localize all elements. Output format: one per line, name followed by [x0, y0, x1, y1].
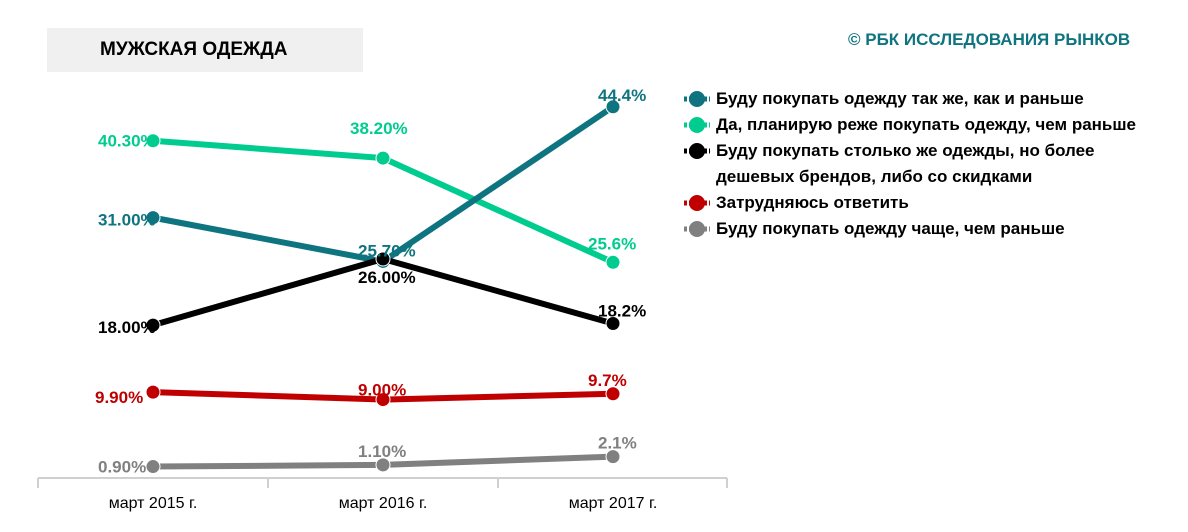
data-point	[145, 317, 161, 333]
data-point	[145, 210, 161, 226]
data-label: 2.1%	[598, 434, 637, 453]
legend-item: Буду покупать столько же одежды, но боле…	[682, 138, 1162, 190]
data-point	[375, 251, 391, 267]
title-box	[47, 28, 363, 72]
legend-marker-icon	[684, 143, 710, 159]
data-label: 25.70%	[358, 241, 416, 260]
legend-marker-icon	[684, 195, 710, 211]
x-tick-label: март 2016 г.	[339, 495, 428, 512]
data-label: 18.2%	[598, 301, 646, 320]
data-label: 40.30%	[98, 132, 156, 151]
legend-marker-icon	[684, 91, 710, 107]
data-label: 9.90%	[95, 388, 143, 407]
legend-label: Буду покупать одежду чаще, чем раньше	[716, 219, 1065, 238]
chart-title: МУЖСКАЯ ОДЕЖДА	[100, 39, 288, 60]
data-label: 26.00%	[358, 268, 416, 287]
data-point	[605, 449, 621, 465]
data-label: 18.00%	[98, 318, 156, 337]
brand-label: © РБК ИССЛЕДОВАНИЯ РЫНКОВ	[848, 30, 1131, 49]
data-point	[375, 457, 391, 473]
legend-item: Да, планирую реже покупать одежду, чем р…	[682, 112, 1162, 138]
data-point	[605, 315, 621, 331]
data-label: 9.00%	[358, 381, 406, 400]
data-label: 31.00%	[98, 211, 156, 230]
legend: Буду покупать одежду так же, как и раньш…	[682, 86, 1162, 242]
data-point	[605, 254, 621, 270]
legend-item: Буду покупать одежду так же, как и раньш…	[682, 86, 1162, 112]
legend-item: Затрудняюсь ответить	[682, 190, 1162, 216]
data-label: 25.6%	[588, 234, 636, 253]
legend-label: Да, планирую реже покупать одежду, чем р…	[716, 115, 1137, 134]
legend-label: Затрудняюсь ответить	[716, 193, 909, 212]
x-tick-label: март 2015 г.	[109, 495, 198, 512]
legend-marker-icon	[684, 221, 710, 237]
data-label: 9.7%	[588, 371, 627, 390]
data-point	[145, 384, 161, 400]
data-point	[375, 150, 391, 166]
data-label: 38.20%	[350, 119, 408, 138]
data-point	[605, 99, 621, 115]
legend-label: Буду покупать столько же одежды, но боле…	[716, 141, 1095, 186]
x-tick-label: март 2017 г.	[569, 495, 658, 512]
legend-item: Буду покупать одежду чаще, чем раньше	[682, 216, 1162, 242]
data-label: 44.4%	[598, 86, 646, 105]
data-label: 1.10%	[358, 442, 406, 461]
legend-marker-icon	[684, 117, 710, 133]
data-point	[145, 459, 161, 475]
data-point	[605, 386, 621, 402]
data-label: 0.90%	[98, 458, 146, 477]
data-point	[145, 133, 161, 149]
data-point	[375, 392, 391, 408]
legend-label: Буду покупать одежду так же, как и раньш…	[716, 89, 1084, 108]
